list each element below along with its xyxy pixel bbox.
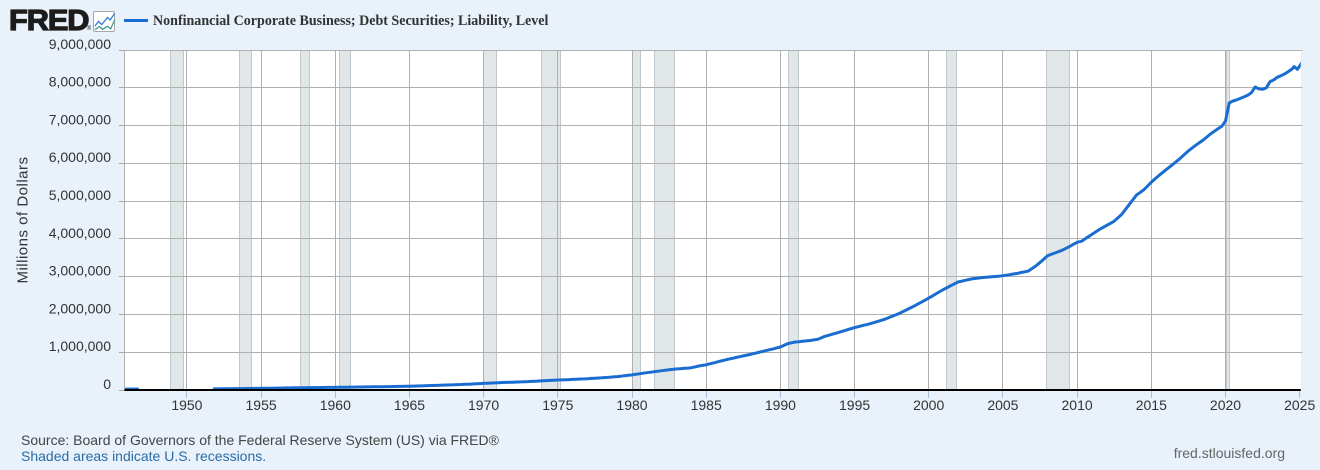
svg-text:7,000,000: 7,000,000 xyxy=(49,112,111,128)
svg-text:1970: 1970 xyxy=(468,397,499,413)
svg-text:1965: 1965 xyxy=(394,397,425,413)
svg-text:2020: 2020 xyxy=(1210,397,1241,413)
svg-text:5,000,000: 5,000,000 xyxy=(49,187,111,203)
svg-text:1960: 1960 xyxy=(320,397,351,413)
svg-text:2000: 2000 xyxy=(913,397,944,413)
svg-text:2025: 2025 xyxy=(1284,397,1315,413)
svg-text:6,000,000: 6,000,000 xyxy=(49,149,111,165)
svg-text:1955: 1955 xyxy=(246,397,277,413)
svg-text:1995: 1995 xyxy=(839,397,870,413)
svg-text:4,000,000: 4,000,000 xyxy=(49,225,111,241)
svg-text:1,000,000: 1,000,000 xyxy=(49,338,111,354)
svg-text:1985: 1985 xyxy=(691,397,722,413)
svg-text:2010: 2010 xyxy=(1062,397,1093,413)
svg-text:8,000,000: 8,000,000 xyxy=(49,74,111,90)
svg-text:1990: 1990 xyxy=(765,397,796,413)
svg-text:2015: 2015 xyxy=(1136,397,1167,413)
svg-text:9,000,000: 9,000,000 xyxy=(49,36,111,52)
svg-text:1980: 1980 xyxy=(616,397,647,413)
svg-text:1975: 1975 xyxy=(542,397,573,413)
svg-text:2005: 2005 xyxy=(987,397,1018,413)
svg-text:Millions of Dollars: Millions of Dollars xyxy=(15,156,32,283)
svg-text:1950: 1950 xyxy=(171,397,202,413)
svg-text:0: 0 xyxy=(103,376,111,392)
svg-text:3,000,000: 3,000,000 xyxy=(49,263,111,279)
svg-text:2,000,000: 2,000,000 xyxy=(49,300,111,316)
